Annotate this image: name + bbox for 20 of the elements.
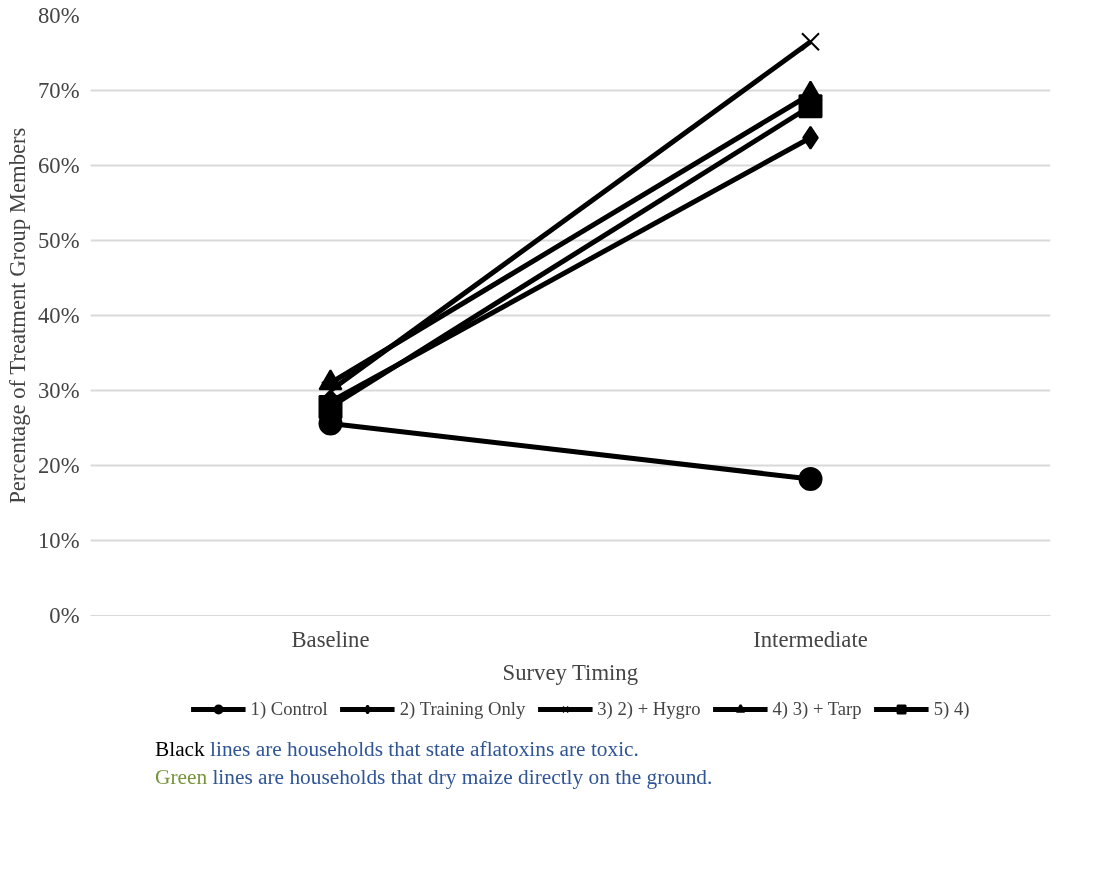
y-tick-label: 80%	[37, 3, 80, 28]
y-tick-label: 60%	[37, 153, 80, 178]
text: Green lines are households that dry maize directly on the ground.	[155, 764, 713, 789]
y-tick-label: 20%	[37, 453, 80, 478]
legend-label: 1) Control	[250, 698, 328, 720]
legend-label: 3) 2) + Hygro	[597, 698, 701, 720]
text: Black lines are households that state aflatoxins are toxic.	[155, 737, 639, 761]
y-tick-label: 70%	[37, 78, 80, 103]
y-tick-label: 10%	[37, 528, 80, 553]
x-axis-title: Survey Timing	[502, 659, 638, 685]
y-tick-label: 30%	[37, 378, 80, 403]
x-tick-label: Intermediate	[753, 626, 868, 652]
legend-label: 5) 4)	[933, 698, 970, 720]
y-tick-label: 0%	[49, 603, 80, 628]
legend-label: 4) 3) + Tarp	[772, 698, 862, 720]
y-tick-label: 40%	[37, 303, 80, 328]
legend-label: 2) Training Only	[399, 698, 526, 720]
x-tick-label: Baseline	[291, 626, 370, 652]
y-axis-title: Percentage of Treatment Group Members	[4, 127, 30, 504]
y-tick-label: 50%	[37, 228, 80, 253]
